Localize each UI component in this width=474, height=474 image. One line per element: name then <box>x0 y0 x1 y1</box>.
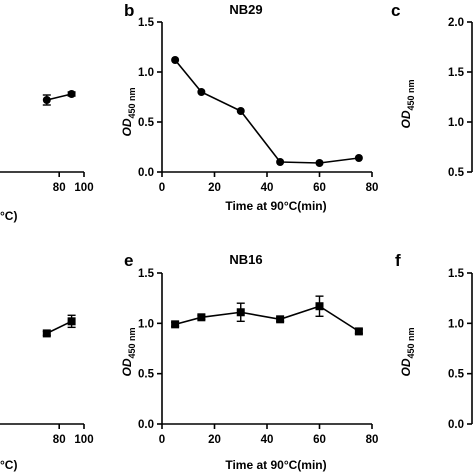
panel-b-y-axis-title: OD450 nm <box>120 87 137 136</box>
data-point <box>42 329 51 338</box>
panel-e-y-axis-title: OD450 nm <box>120 327 137 376</box>
panel-e-y-axis-title-main: OD <box>120 358 134 376</box>
data-point <box>276 315 285 324</box>
data-point <box>67 90 76 98</box>
panel-f-y-axis-title: OD450 nm <box>399 327 416 376</box>
panel-b: b NB29 0.0 0.5 1.0 1.5 0 20 40 60 80 Time at 90°… <box>120 1 378 213</box>
data-point <box>171 56 180 64</box>
panel-c-y-axis-title-sub: 450 nm <box>406 79 416 110</box>
y-tick-label: 0.5 <box>448 369 465 381</box>
panel-f: f 0.0 0.5 1.0 1.5 OD450 nm <box>395 251 473 431</box>
y-tick-label: 1.5 <box>448 268 465 280</box>
panel-c-ticks: 0.5 1.0 1.5 2.0 <box>448 17 472 179</box>
y-tick-label: 0.0 <box>138 167 154 179</box>
x-tick-label: 80 <box>53 434 66 446</box>
x-tick-label: 40 <box>261 434 274 446</box>
data-point <box>276 158 285 166</box>
panel-a: 80 100 °C) <box>0 90 94 223</box>
x-tick-label: 40 <box>261 182 274 194</box>
x-tick-label: 0 <box>159 434 165 446</box>
y-tick-label: 2.0 <box>448 17 464 29</box>
panel-e-x-axis-title: Time at 90°C(min) <box>225 458 326 472</box>
panel-d: 80 100 °C) <box>0 314 94 472</box>
y-tick-label: 1.0 <box>448 117 464 129</box>
panel-b-ticks: 0.0 0.5 1.0 1.5 0 20 40 60 80 <box>138 17 378 194</box>
y-tick-label: 0.0 <box>138 419 154 431</box>
y-tick-label: 1.0 <box>138 67 154 79</box>
x-tick-label: 60 <box>313 182 326 194</box>
x-tick-label: 80 <box>366 182 379 194</box>
panel-e-axes <box>161 273 372 425</box>
series-line <box>46 93 72 101</box>
x-tick-label: 80 <box>53 182 66 194</box>
panel-b-axes <box>161 22 372 173</box>
panel-a-x-axis-title: °C) <box>0 209 17 223</box>
data-point <box>67 317 76 326</box>
panel-e-series <box>171 295 363 336</box>
panel-b-letter: b <box>124 1 134 20</box>
x-tick-label: 0 <box>159 182 165 194</box>
x-tick-label: 20 <box>208 434 221 446</box>
y-tick-label: 1.5 <box>138 17 155 29</box>
panel-c-letter: c <box>391 1 400 20</box>
panel-f-y-axis-title-main: OD <box>399 358 413 376</box>
x-tick-label: 100 <box>74 434 93 446</box>
panel-d-ticks: 80 100 <box>53 424 94 446</box>
panel-b-y-axis-title-main: OD <box>120 118 134 136</box>
x-tick-label: 100 <box>74 182 93 194</box>
panel-a-series <box>42 90 76 106</box>
panel-c: c 0.5 1.0 1.5 2.0 OD450 nm <box>391 1 473 179</box>
panel-f-letter: f <box>395 251 401 270</box>
data-point <box>197 313 206 322</box>
panel-e-title: NB16 <box>229 252 262 267</box>
y-tick-label: 1.5 <box>138 268 155 280</box>
panel-e-letter: e <box>124 251 133 270</box>
panel-d-series <box>42 314 76 338</box>
data-point <box>171 320 180 329</box>
panel-f-ticks: 0.0 0.5 1.0 1.5 <box>448 268 472 431</box>
data-point <box>236 107 245 115</box>
y-tick-label: 1.0 <box>448 318 464 330</box>
y-tick-label: 0.5 <box>138 369 155 381</box>
panel-b-x-axis-title: Time at 90°C(min) <box>225 199 326 213</box>
x-tick-label: 80 <box>366 434 379 446</box>
y-tick-label: 0.0 <box>448 419 464 431</box>
y-tick-label: 1.0 <box>138 318 154 330</box>
panel-a-ticks: 80 100 <box>53 172 94 194</box>
y-tick-label: 0.5 <box>448 167 465 179</box>
data-point <box>197 88 206 96</box>
panel-f-y-axis-title-sub: 450 nm <box>406 327 416 358</box>
data-point <box>236 308 245 317</box>
data-point <box>315 302 324 311</box>
data-point <box>354 327 363 336</box>
data-point <box>315 159 324 167</box>
series-line <box>174 59 359 164</box>
y-tick-label: 1.5 <box>448 67 465 79</box>
panel-b-title: NB29 <box>229 2 262 17</box>
panel-c-y-axis-title-main: OD <box>399 110 413 128</box>
panel-e-ticks: 0.0 0.5 1.0 1.5 0 20 40 60 80 <box>138 268 378 446</box>
data-point <box>42 96 51 104</box>
data-point <box>354 154 363 162</box>
x-tick-label: 60 <box>313 434 326 446</box>
y-tick-label: 0.5 <box>138 117 155 129</box>
panel-c-y-axis-title: OD450 nm <box>399 79 416 128</box>
panel-b-y-axis-title-sub: 450 nm <box>127 87 137 118</box>
series-line <box>174 305 360 333</box>
panel-b-series <box>171 56 363 167</box>
panel-e-y-axis-title-sub: 450 nm <box>127 327 137 358</box>
x-tick-label: 20 <box>208 182 221 194</box>
panel-d-x-axis-title: °C) <box>0 458 17 472</box>
panel-e: e NB16 0.0 0.5 1.0 1.5 0 20 40 60 80 Time at 90°… <box>120 251 378 472</box>
series-line <box>46 320 72 335</box>
